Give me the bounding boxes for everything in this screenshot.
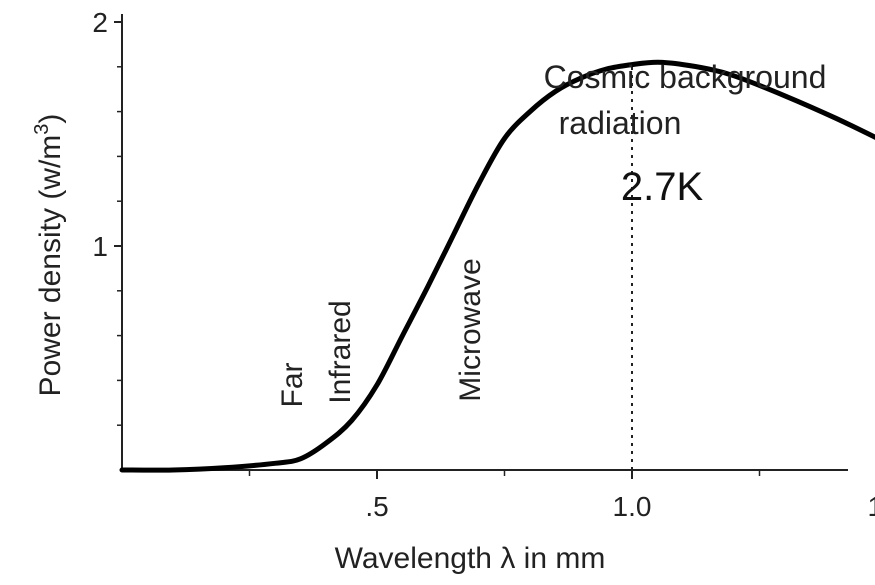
region-label-microwave: Microwave [454,258,487,401]
y-tick-label-1: 2 [92,7,108,38]
series-line-power-density [119,59,875,473]
annotation-cosmic-line1: Cosmic background [544,59,827,95]
region-label-far: Far [276,362,309,407]
y-axis-title-close: ) [34,114,67,124]
x-tick-label-2: 1.5 [868,491,875,522]
x-tick-label-0: .5 [365,491,388,522]
region-label-infrared: Infrared [324,300,357,403]
y-axis-title-main: Power density (w/m [34,135,67,397]
annotation-temperature: 2.7K [621,165,704,209]
y-axis-title: Power density (w/m3) [31,114,67,397]
x-tick-label-1: 1.0 [613,491,652,522]
ticks [114,21,761,479]
y-tick-label-0: 1 [92,231,108,262]
axes [121,14,848,471]
y-axis-title-sup: 3 [31,124,53,135]
tick-labels: .51.01.52.02.512 [92,7,875,522]
annotation-cosmic-line2: radiation [559,105,682,141]
x-axis-title: Wavelength λ in mm [335,542,606,575]
curve [119,59,875,473]
